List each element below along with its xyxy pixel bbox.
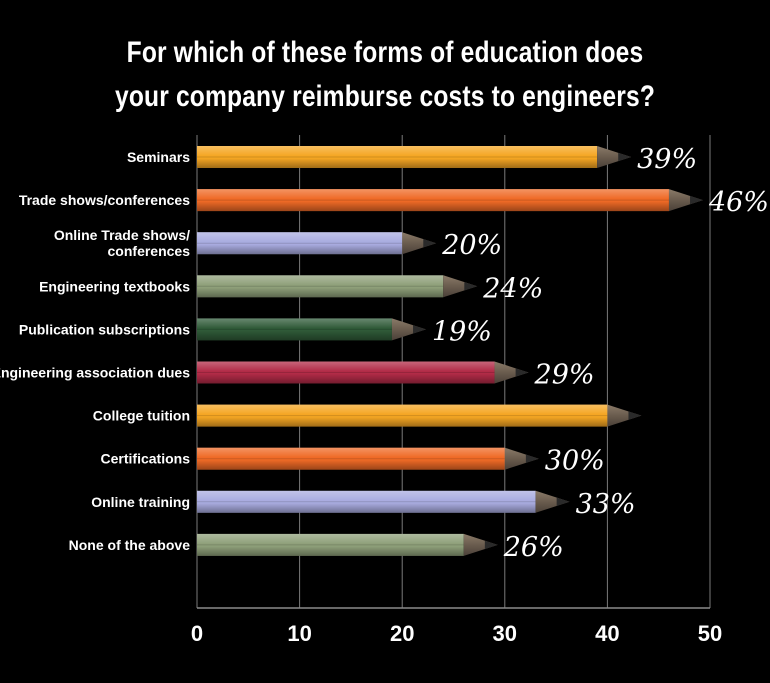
data-label: 30%	[545, 446, 605, 477]
pencil-tip	[391, 318, 426, 341]
category-label: Trade shows/conferences	[19, 192, 190, 208]
pencil-tip	[494, 361, 529, 384]
data-label: 33%	[576, 489, 636, 520]
category-label: Online Trade shows/	[54, 227, 190, 243]
data-labels: 39% 46% 20% 24% 19% 29% 30% 33% 26%	[432, 144, 769, 563]
bar-shading	[197, 232, 403, 255]
x-tick-label: 30	[493, 621, 517, 646]
x-tick-label: 20	[390, 621, 414, 646]
chart-title-line-2: your company reimburse costs to engineer…	[114, 80, 656, 113]
pencil-lead	[484, 540, 498, 550]
bar-shading	[197, 318, 392, 341]
category-label: conferences	[108, 243, 191, 259]
pencil-lead	[515, 368, 529, 377]
chart-title-line-1: For which of these forms of education do…	[126, 36, 644, 69]
data-label: 46%	[708, 187, 769, 218]
bar-shading	[197, 361, 495, 384]
pencil-tip	[535, 490, 570, 513]
data-label: 29%	[534, 360, 595, 391]
pencil-lead	[690, 195, 703, 205]
category-label: Publication subscriptions	[19, 321, 190, 337]
pencil-tip	[504, 447, 539, 470]
data-label: 39%	[637, 144, 697, 175]
pencil-tip	[607, 404, 642, 427]
bar-shading	[197, 275, 444, 298]
pencil-tip	[402, 232, 437, 255]
bar-shading	[197, 146, 598, 168]
pencil-tip	[463, 533, 498, 556]
category-label: Certifications	[101, 451, 191, 467]
category-label: Online training	[91, 494, 190, 510]
data-label: 26%	[503, 532, 564, 563]
pencil-tip	[443, 275, 478, 298]
x-tick-labels: 0 10 20 30 40 50	[191, 621, 722, 646]
pencil-lead	[525, 454, 539, 463]
bars-group	[197, 146, 703, 556]
category-label: Engineering textbooks	[39, 278, 190, 294]
data-label: 20%	[441, 230, 502, 261]
pencil-lead	[628, 411, 642, 420]
data-label: 19%	[432, 316, 492, 347]
bar-shading	[197, 404, 608, 427]
x-tick-label: 10	[287, 621, 311, 646]
bar-shading	[197, 447, 505, 470]
pencil-tip	[668, 189, 703, 212]
pencil-tip	[597, 146, 632, 168]
category-label: None of the above	[69, 537, 191, 553]
x-tick-label: 40	[595, 621, 619, 646]
pencil-lead	[556, 497, 570, 506]
x-tick-label: 0	[191, 621, 203, 646]
pencil-lead	[464, 282, 478, 291]
category-label: Seminars	[127, 149, 190, 165]
pencil-lead	[423, 239, 437, 248]
bar-shading	[197, 533, 464, 556]
bar-shading	[197, 490, 536, 513]
x-tick-label: 50	[698, 621, 722, 646]
bar-shading	[197, 189, 669, 212]
category-labels: Seminars Trade shows/conferences Online Tr…	[0, 149, 190, 553]
data-label: 24%	[482, 273, 543, 304]
category-label: Engineering association dues	[0, 365, 190, 381]
category-label: College tuition	[93, 408, 190, 424]
pencil-lead	[413, 325, 426, 334]
pencil-lead	[618, 152, 632, 162]
